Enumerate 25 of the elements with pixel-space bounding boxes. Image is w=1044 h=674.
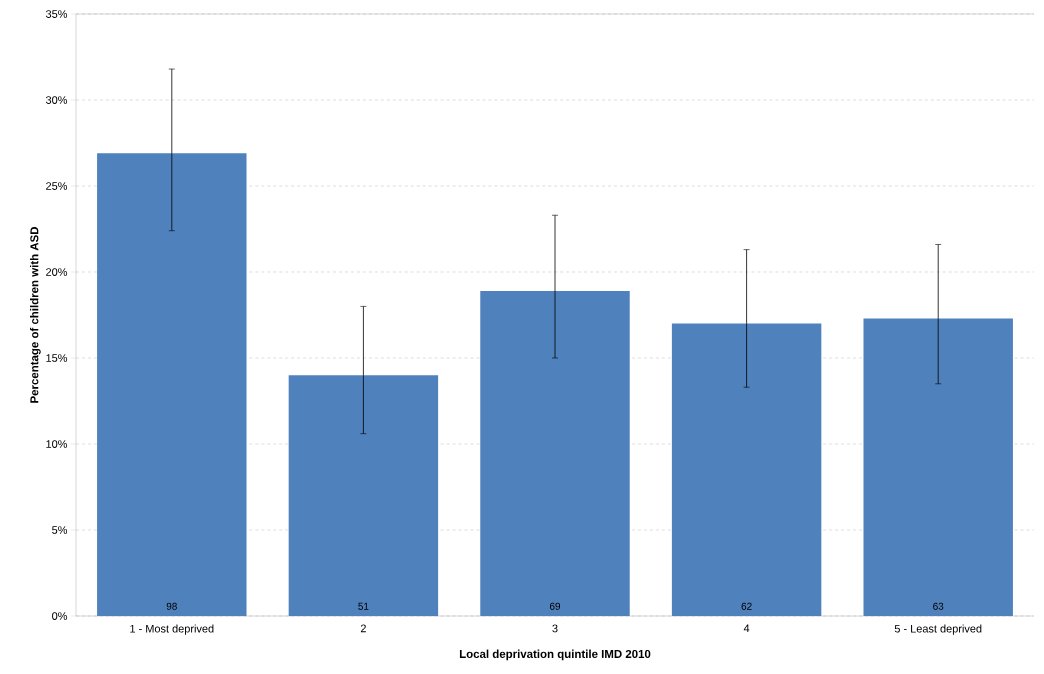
bar [480, 290, 630, 616]
y-tick-label: 0% [52, 612, 68, 620]
y-tick-label: 15% [46, 354, 68, 362]
x-tick-label: 5 - Least deprived [894, 624, 982, 635]
annotation: 62 [741, 602, 752, 610]
y-tick-label: 30% [45, 96, 68, 104]
y-tick-label: 10% [46, 440, 68, 448]
x-tick-label: 4 [743, 624, 750, 633]
y-axis-title: Percentage of children with ASD [29, 226, 41, 403]
x-axis-title: Local deprivation quintile IMD 2010 [459, 649, 651, 661]
bar [863, 318, 1013, 616]
x-tick-label: 3 [552, 624, 558, 633]
bar [97, 153, 247, 616]
annotation: 63 [933, 602, 944, 610]
x-tick-label: 2 [360, 624, 366, 633]
y-tick-label: 20% [46, 268, 68, 276]
y-tick-label: 5% [52, 526, 68, 534]
bar [671, 323, 822, 616]
y-tick-label: 35% [45, 10, 68, 18]
annotation: 98 [166, 602, 177, 610]
x-tick-label: 1 - Most deprived [130, 624, 214, 635]
bar [288, 375, 439, 616]
annotation: 51 [358, 602, 369, 610]
annotation: 69 [549, 602, 561, 610]
y-tick-label: 25% [46, 182, 68, 190]
